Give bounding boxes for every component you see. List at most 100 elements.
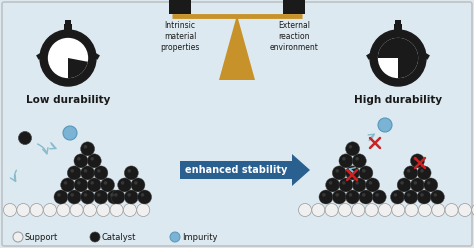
Circle shape: [432, 204, 445, 217]
Circle shape: [322, 193, 326, 197]
Text: High durability: High durability: [354, 95, 442, 105]
Circle shape: [356, 157, 359, 160]
Circle shape: [170, 232, 180, 242]
Circle shape: [123, 204, 137, 217]
Circle shape: [97, 204, 110, 217]
Bar: [65, 20, 71, 24]
Circle shape: [356, 181, 359, 185]
Circle shape: [417, 166, 431, 180]
Circle shape: [326, 178, 340, 192]
Wedge shape: [378, 38, 418, 78]
Circle shape: [378, 118, 392, 132]
Circle shape: [319, 190, 333, 204]
Circle shape: [392, 204, 405, 217]
Circle shape: [48, 38, 88, 78]
Circle shape: [332, 190, 346, 204]
Circle shape: [64, 181, 67, 185]
Circle shape: [458, 204, 472, 217]
Circle shape: [111, 190, 125, 204]
Circle shape: [71, 193, 74, 197]
Bar: [64, 24, 72, 30]
Circle shape: [299, 204, 311, 217]
Circle shape: [372, 190, 386, 204]
Bar: [366, 52, 374, 60]
Circle shape: [110, 193, 114, 197]
Circle shape: [107, 190, 121, 204]
Circle shape: [401, 181, 404, 185]
Circle shape: [342, 181, 346, 185]
Circle shape: [405, 204, 418, 217]
Circle shape: [414, 157, 417, 160]
Polygon shape: [219, 15, 255, 80]
Circle shape: [81, 166, 95, 180]
Circle shape: [77, 157, 81, 160]
Bar: [91, 52, 100, 60]
Circle shape: [128, 169, 131, 173]
Circle shape: [131, 178, 145, 192]
Circle shape: [325, 204, 338, 217]
Circle shape: [57, 204, 70, 217]
Circle shape: [91, 181, 94, 185]
Circle shape: [407, 193, 410, 197]
Text: External
reaction
environment: External reaction environment: [270, 21, 319, 52]
Circle shape: [339, 154, 353, 168]
Circle shape: [339, 178, 353, 192]
Circle shape: [83, 204, 96, 217]
Circle shape: [378, 204, 392, 217]
Circle shape: [81, 142, 95, 156]
Circle shape: [312, 204, 325, 217]
Circle shape: [397, 178, 411, 192]
Circle shape: [70, 204, 83, 217]
Circle shape: [121, 181, 124, 185]
Circle shape: [352, 204, 365, 217]
Circle shape: [417, 190, 431, 204]
Circle shape: [94, 190, 108, 204]
Circle shape: [134, 181, 137, 185]
Circle shape: [342, 157, 346, 160]
Circle shape: [40, 30, 96, 86]
FancyBboxPatch shape: [2, 2, 472, 246]
Circle shape: [369, 181, 372, 185]
Text: Intrinsic
material
properties: Intrinsic material properties: [160, 21, 200, 52]
Circle shape: [329, 181, 332, 185]
Circle shape: [420, 193, 424, 197]
Circle shape: [362, 169, 365, 173]
Text: Impurity: Impurity: [182, 233, 218, 242]
Circle shape: [100, 178, 115, 192]
Circle shape: [13, 232, 23, 242]
Circle shape: [54, 190, 68, 204]
Circle shape: [434, 193, 437, 197]
FancyBboxPatch shape: [283, 0, 305, 14]
Polygon shape: [180, 154, 310, 186]
Circle shape: [407, 169, 410, 173]
Circle shape: [349, 193, 352, 197]
Circle shape: [424, 178, 438, 192]
Circle shape: [338, 204, 352, 217]
Circle shape: [77, 181, 81, 185]
Circle shape: [84, 193, 87, 197]
Text: Catalyst: Catalyst: [102, 233, 137, 242]
Circle shape: [419, 204, 431, 217]
Circle shape: [137, 204, 150, 217]
Circle shape: [128, 193, 131, 197]
Circle shape: [67, 190, 82, 204]
Circle shape: [410, 154, 424, 168]
Circle shape: [430, 190, 445, 204]
Circle shape: [87, 154, 101, 168]
Circle shape: [110, 204, 123, 217]
Circle shape: [414, 181, 417, 185]
Circle shape: [365, 204, 378, 217]
Circle shape: [18, 131, 31, 145]
Bar: [395, 20, 401, 24]
Circle shape: [410, 178, 424, 192]
Circle shape: [90, 232, 100, 242]
Circle shape: [336, 169, 339, 173]
Circle shape: [124, 166, 138, 180]
Circle shape: [97, 193, 100, 197]
Circle shape: [87, 178, 101, 192]
Circle shape: [427, 181, 430, 185]
Circle shape: [378, 38, 418, 78]
Circle shape: [375, 193, 379, 197]
Circle shape: [97, 169, 100, 173]
Circle shape: [124, 190, 138, 204]
